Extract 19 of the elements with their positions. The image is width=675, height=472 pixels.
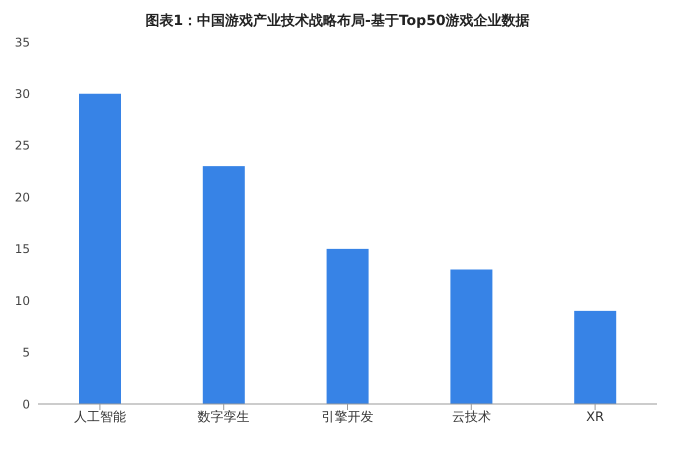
- y-tick-label: 10: [14, 294, 30, 308]
- x-tick-label: XR: [586, 410, 604, 426]
- x-tick-label: 人工智能: [74, 410, 126, 426]
- x-tick-label: 引擎开发: [322, 410, 374, 426]
- bar: [202, 166, 245, 404]
- bar: [79, 94, 121, 404]
- y-tick-label: 15: [14, 242, 30, 256]
- y-tick-label: 20: [14, 190, 30, 204]
- y-tick-label: 5: [22, 346, 30, 360]
- x-tick-label: 云技术: [452, 410, 491, 426]
- bar: [574, 310, 616, 404]
- bar: [326, 248, 369, 404]
- bar: [450, 270, 492, 404]
- chart-title: 图表1：中国游戏产业技术战略布局-基于Top50游戏企业数据: [144, 12, 531, 31]
- x-tick-label: 数字孪生: [198, 409, 250, 426]
- y-tick-label: 30: [14, 86, 30, 101]
- y-tick-label: 0: [22, 397, 30, 412]
- y-tick-label: 25: [14, 138, 30, 153]
- y-tick-label: 35: [14, 35, 30, 50]
